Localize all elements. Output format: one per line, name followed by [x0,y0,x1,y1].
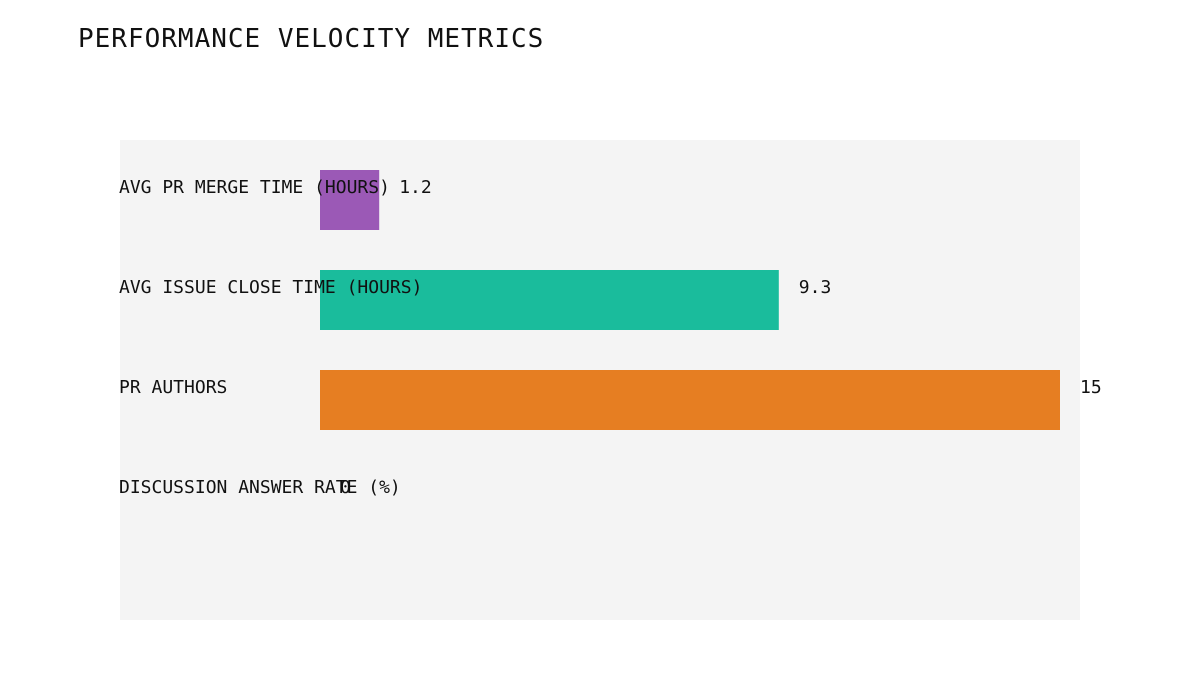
chart-title: PERFORMANCE VELOCITY METRICS [78,24,545,54]
value-label-avg-issue-close-time-hours: 9.3 [799,277,832,298]
category-label-pr-authors: PR AUTHORS [119,377,227,398]
category-label-discussion-answer-rate: DISCUSSION ANSWER RATE (%) [119,477,401,498]
category-label-avg-pr-merge-time-hours: AVG PR MERGE TIME (HOURS) [119,177,390,198]
bar-avg-issue-close-time-hours [320,270,779,330]
value-label-pr-authors: 15 [1080,377,1102,398]
value-label-avg-pr-merge-time-hours: 1.2 [399,177,432,198]
value-label-discussion-answer-rate: 0 [340,477,351,498]
category-label-avg-issue-close-time-hours: AVG ISSUE CLOSE TIME (HOURS) [119,277,422,298]
bar-pr-authors [320,370,1060,430]
bar-avg-pr-merge-time-hours [320,170,380,230]
